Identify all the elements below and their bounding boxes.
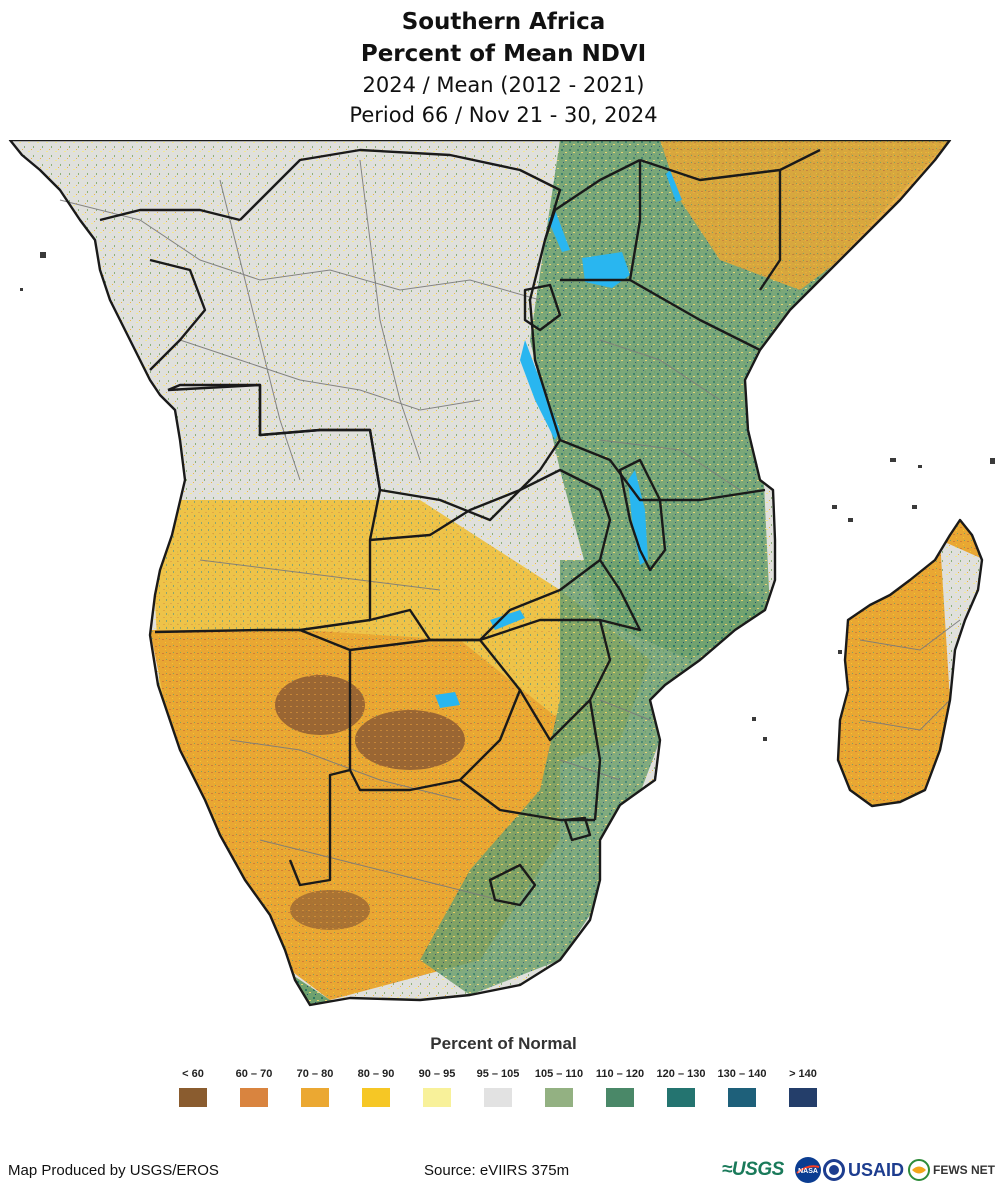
island-juan-de-nova [763, 737, 767, 741]
legend-swatch [545, 1088, 573, 1107]
legend-label: 105 – 110 [534, 1068, 584, 1080]
island-comoros-2 [848, 518, 853, 522]
legend-item: < 60 [163, 1068, 223, 1107]
fews-net-logo-text: FEWS NET [933, 1163, 995, 1177]
legend-label: 60 – 70 [235, 1068, 273, 1080]
island-annobon [20, 288, 23, 291]
island-bassas [752, 717, 756, 721]
legend-swatch [179, 1088, 207, 1107]
legend-swatch [606, 1088, 634, 1107]
legend-label: > 140 [789, 1068, 817, 1080]
globe-icon [908, 1159, 930, 1181]
island-aldabra [912, 505, 917, 509]
usgs-logo-text: ≈USGS [722, 1159, 784, 1180]
legend-item: 130 – 140 [712, 1068, 772, 1107]
legend-label: 70 – 80 [296, 1068, 334, 1080]
legend-item: 60 – 70 [224, 1068, 284, 1107]
legend-label: 110 – 120 [595, 1068, 645, 1080]
islands [20, 252, 995, 741]
fews-net-logo: FEWS NET [908, 1156, 995, 1184]
legend-label: < 60 [182, 1068, 204, 1080]
nasa-meatball-icon: NASA [795, 1157, 821, 1183]
legend-swatch [728, 1088, 756, 1107]
island-seychelles-3 [990, 458, 995, 464]
legend-label: 90 – 95 [418, 1068, 456, 1080]
country-borders [8, 140, 984, 1007]
usgs-logo: ≈USGS [722, 1156, 784, 1184]
island-sao-tome [40, 252, 46, 258]
island-comoros-1 [832, 505, 837, 509]
island-seychelles-1 [890, 458, 896, 462]
island-europa [838, 650, 842, 654]
legend-swatch [423, 1088, 451, 1107]
legend-swatch [301, 1088, 329, 1107]
lake-malawi [628, 470, 648, 565]
lake-turkana [666, 170, 682, 202]
data-source-credit: Source: eVIIRS 375m [424, 1162, 570, 1179]
seal-icon [823, 1159, 845, 1181]
legend-label: 95 – 105 [476, 1068, 520, 1080]
legend-swatch [484, 1088, 512, 1107]
legend-swatch [667, 1088, 695, 1107]
legend-item: 120 – 130 [651, 1068, 711, 1107]
ndvi-map [8, 140, 995, 1007]
nasa-logo: NASA [794, 1156, 822, 1184]
partner-logos: ≈USGS NASA USAID FEWS NET [722, 1156, 1002, 1184]
legend-label: 130 – 140 [717, 1068, 767, 1080]
legend-item: 105 – 110 [529, 1068, 589, 1107]
legend-swatch [362, 1088, 390, 1107]
lake-albert [548, 210, 570, 252]
usaid-logo: USAID [848, 1156, 904, 1184]
ndvi-raster [10, 140, 982, 1005]
legend-item: 80 – 90 [346, 1068, 406, 1107]
map-title-product: Percent of Mean NDVI [360, 41, 647, 67]
map-title-block: Southern Africa Percent of Mean NDVI 202… [0, 6, 1007, 130]
lake-tanganyika [520, 340, 560, 440]
map-subtitle-period: Period 66 / Nov 21 - 30, 2024 [349, 103, 658, 127]
okavango-delta [435, 692, 460, 708]
legend-title: Percent of Normal [430, 1034, 577, 1053]
legend-item: 70 – 80 [285, 1068, 345, 1107]
admin-boundaries [59, 159, 961, 901]
legend-label: 120 – 130 [656, 1068, 706, 1080]
legend-swatch [240, 1088, 268, 1107]
legend-swatch [789, 1088, 817, 1107]
island-seychelles-2 [918, 465, 922, 468]
lakes [435, 170, 682, 708]
legend-label: 80 – 90 [357, 1068, 395, 1080]
legend-item: 95 – 105 [468, 1068, 528, 1107]
usaid-logo-text: USAID [848, 1159, 905, 1180]
legend-item: 110 – 120 [590, 1068, 650, 1107]
legend-item: 90 – 95 [407, 1068, 467, 1107]
map-title-region: Southern Africa [401, 9, 606, 35]
map-producer-credit: Map Produced by USGS/EROS [8, 1162, 219, 1179]
legend-item: > 140 [773, 1068, 833, 1107]
map-subtitle-comparison: 2024 / Mean (2012 - 2021) [362, 73, 645, 97]
lake-kariba [490, 610, 525, 630]
nasa-logo-text: NASA [798, 1168, 818, 1175]
noaa-seal [822, 1156, 846, 1184]
